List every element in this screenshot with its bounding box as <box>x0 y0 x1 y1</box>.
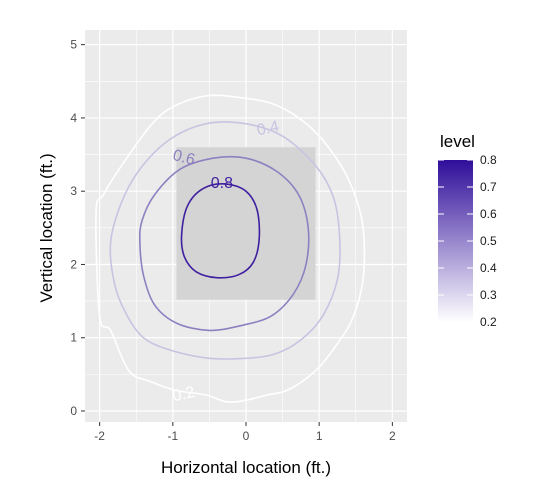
legend-ticks: 0.8 0.7 0.6 0.5 0.4 0.3 0.2 <box>438 153 497 329</box>
y-tick-label: 0 <box>70 404 77 418</box>
contour-line-0.4 <box>109 121 341 360</box>
contour-label: 0.6 <box>171 147 197 169</box>
y-tick-label: 2 <box>70 257 77 271</box>
legend-label: 0.3 <box>480 288 497 302</box>
strike-zone <box>176 147 316 300</box>
legend-label: 0.6 <box>480 207 497 221</box>
y-tick-label: 5 <box>70 38 77 52</box>
legend-label: 0.8 <box>480 153 497 167</box>
contour-labels: 0.2 0.4 0.6 0.8 <box>171 118 281 405</box>
contour-lines <box>95 94 366 404</box>
contour-line-0.2 <box>95 94 366 404</box>
x-tick-label: 1 <box>316 429 323 443</box>
contour-label: 0.2 <box>171 384 196 405</box>
y-axis: 0 1 2 3 4 5 <box>70 38 85 418</box>
x-tick-label: 2 <box>389 429 396 443</box>
x-tick-label: -1 <box>167 429 178 443</box>
y-tick-label: 1 <box>70 331 77 345</box>
x-axis-title: Horizontal location (ft.) <box>161 458 331 477</box>
legend-label: 0.4 <box>480 261 497 275</box>
contour-label: 0.4 <box>255 118 280 139</box>
x-axis: -2 -1 0 1 2 <box>94 422 396 443</box>
x-tick-label: 0 <box>243 429 250 443</box>
legend-label: 0.2 <box>480 315 497 329</box>
y-tick-label: 4 <box>70 111 77 125</box>
legend: level 0.8 0.7 0.6 0.5 0.4 0.3 0.2 <box>438 132 497 329</box>
contour-line-0.6 <box>138 155 310 332</box>
y-axis-title: Vertical location (ft.) <box>37 153 56 302</box>
x-tick-label: -2 <box>94 429 105 443</box>
legend-label: 0.5 <box>480 234 497 248</box>
contour-label: 0.8 <box>211 175 233 192</box>
legend-title: level <box>440 132 475 151</box>
contour-line-0.8 <box>180 182 261 279</box>
y-tick-label: 3 <box>70 184 77 198</box>
legend-label: 0.7 <box>480 180 497 194</box>
grid-major <box>85 30 407 422</box>
